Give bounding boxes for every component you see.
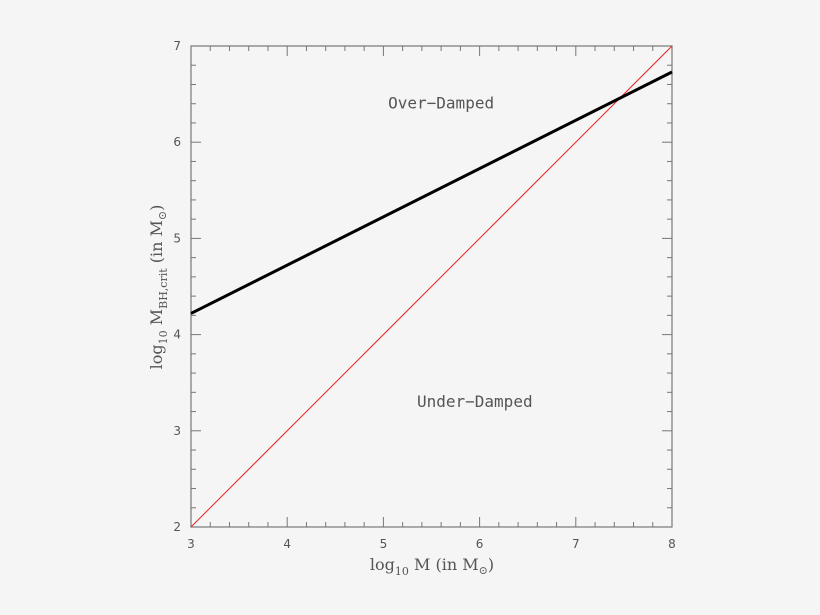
series-lines [190, 45, 673, 528]
y-tick-label: 6 [173, 135, 181, 149]
region-annotations: Over−Damped Under−Damped [388, 94, 532, 411]
plot-frame [190, 45, 673, 528]
x-axis-label: log10 M (in M⊙) [370, 555, 494, 578]
plot-area [190, 45, 673, 528]
x-tick-label: 7 [572, 537, 580, 551]
y-tick-label: 2 [173, 520, 181, 534]
x-tick-label: 8 [668, 537, 676, 551]
x-tick-label: 6 [476, 537, 484, 551]
y-tick-labels: 2 3 4 5 6 7 [173, 39, 181, 534]
x-tick-label: 5 [380, 537, 388, 551]
x-tick-label: 3 [187, 537, 195, 551]
y-tick-label: 4 [173, 328, 181, 342]
region-label: Over−Damped [388, 94, 494, 113]
y-tick-label: 3 [173, 424, 181, 438]
x-tick-label: 4 [283, 537, 291, 551]
series-line [190, 45, 673, 528]
y-tick-label: 5 [173, 231, 181, 245]
y-tick-label: 7 [173, 39, 181, 53]
x-tick-labels: 3 4 5 6 7 8 [187, 537, 676, 551]
region-label: Under−Damped [417, 392, 533, 411]
series-line [190, 70, 673, 315]
y-axis-label: log10 MBH,crit (in M⊙) [147, 205, 170, 370]
axis-ticks [190, 45, 673, 528]
